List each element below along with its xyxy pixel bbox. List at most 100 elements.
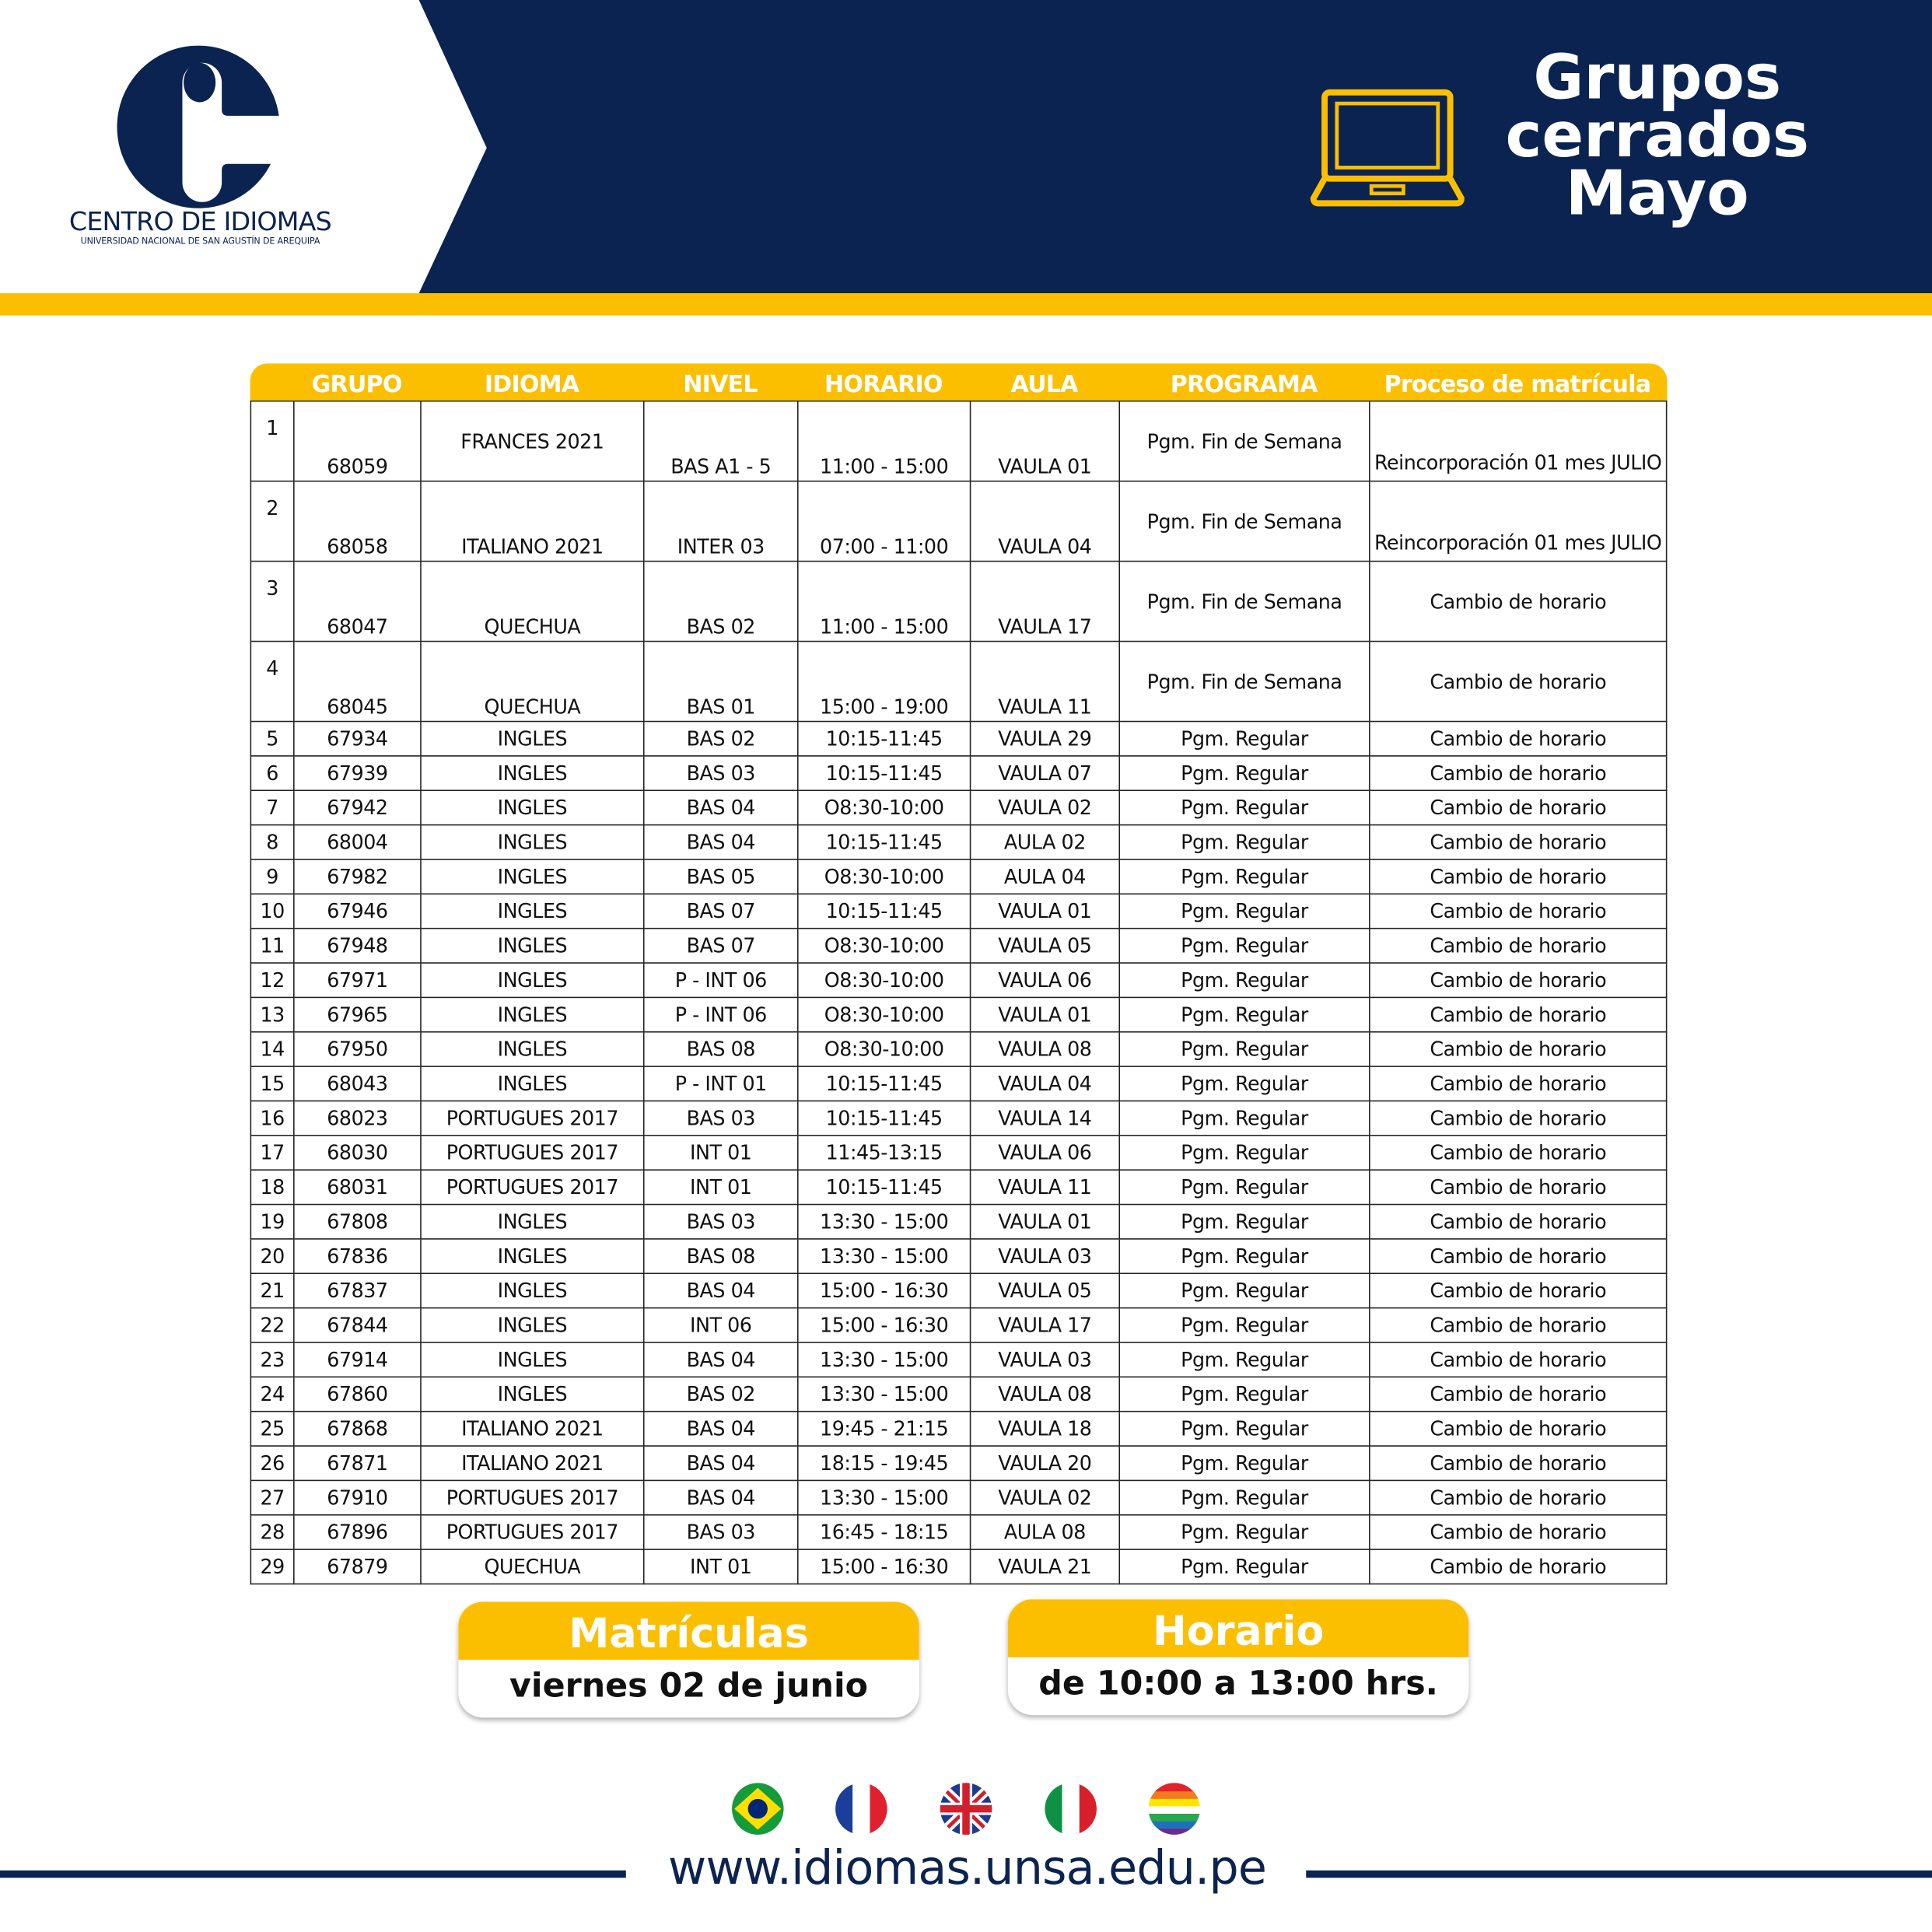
cell-nivel: BAS 07 <box>642 927 799 964</box>
cell-num: 18 <box>250 1169 295 1206</box>
cell-num: 8 <box>250 824 295 860</box>
logo-title: CENTRO DE IDIOMAS <box>68 207 332 237</box>
logo-c-icon <box>117 45 284 208</box>
cell-horario: O8:30-10:00 <box>796 927 971 964</box>
cell-nivel: BAS 04 <box>642 824 799 860</box>
cell-idioma: ITALIANO 2021 <box>420 1445 645 1482</box>
cell-horario: 10:15-11:45 <box>796 1169 971 1206</box>
cell-grupo: 67808 <box>293 1203 422 1240</box>
cell-num: 20 <box>250 1238 295 1275</box>
cell-grupo: 68059 <box>293 400 422 482</box>
cell-grupo: 67939 <box>293 755 422 792</box>
cell-aula: VAULA 05 <box>969 1272 1121 1309</box>
cell-num: 13 <box>250 996 295 1033</box>
cell-idioma: QUECHUA <box>420 1549 645 1585</box>
cell-nivel: BAS 01 <box>642 640 799 723</box>
cell-grupo: 68030 <box>293 1135 422 1171</box>
cell-aula: AULA 04 <box>969 859 1121 895</box>
cell-idioma: INGLES <box>420 824 645 860</box>
cell-programa: Pgm. Regular <box>1118 1031 1370 1067</box>
cell-proceso: Cambio de horario <box>1369 720 1668 757</box>
cell-programa: Pgm. Fin de Semana <box>1118 640 1370 723</box>
italy-flag-icon <box>1045 1783 1097 1835</box>
cell-nivel: BAS 08 <box>642 1238 799 1275</box>
cell-programa: Pgm. Regular <box>1118 859 1370 895</box>
table-row: 28 67896 PORTUGUES 2017 BAS 03 16:45 - 18:15… <box>250 1514 1668 1550</box>
cell-aula: VAULA 05 <box>969 927 1121 964</box>
cell-horario: 13:30 - 15:00 <box>796 1238 971 1275</box>
cell-horario: 13:30 - 15:00 <box>796 1479 971 1516</box>
cell-aula: VAULA 08 <box>969 1376 1121 1412</box>
cell-aula: VAULA 02 <box>969 1479 1121 1516</box>
cell-num: 19 <box>250 1203 295 1240</box>
cell-num: 12 <box>250 962 295 999</box>
cell-aula: VAULA 20 <box>969 1445 1121 1482</box>
cell-programa: Pgm. Regular <box>1118 927 1370 964</box>
cell-grupo: 68058 <box>293 480 422 562</box>
cell-programa: Pgm. Regular <box>1118 1169 1370 1206</box>
cell-idioma: FRANCES 2021 <box>420 400 645 482</box>
cell-aula: AULA 08 <box>969 1514 1121 1550</box>
cell-nivel: INT 01 <box>642 1549 799 1585</box>
cell-aula: VAULA 08 <box>969 1031 1121 1067</box>
cell-horario: 11:45-13:15 <box>796 1135 971 1171</box>
cell-idioma: PORTUGUES 2017 <box>420 1100 645 1136</box>
cell-proceso: Cambio de horario <box>1369 927 1668 964</box>
cell-num: 22 <box>250 1307 295 1343</box>
cell-horario: O8:30-10:00 <box>796 996 971 1033</box>
cell-programa: Pgm. Regular <box>1118 1307 1370 1343</box>
cell-aula: VAULA 01 <box>969 893 1121 929</box>
cell-grupo: 68047 <box>293 560 422 642</box>
cell-proceso: Cambio de horario <box>1369 1169 1668 1206</box>
cell-idioma: INGLES <box>420 789 645 826</box>
cell-idioma: PORTUGUES 2017 <box>420 1514 645 1550</box>
cell-horario: 13:30 - 15:00 <box>796 1203 971 1240</box>
cell-proceso: Cambio de horario <box>1369 560 1668 642</box>
cell-horario: 10:15-11:45 <box>796 1100 971 1136</box>
cell-programa: Pgm. Regular <box>1118 720 1370 757</box>
cell-idioma: INGLES <box>420 720 645 757</box>
title-line: Mayo <box>1565 157 1749 229</box>
cell-idioma: PORTUGUES 2017 <box>420 1135 645 1171</box>
table-row: 14 67950 INGLES BAS 08 O8:30-10:00 VAULA 08 Pg… <box>250 1031 1668 1067</box>
cell-proceso: Cambio de horario <box>1369 962 1668 999</box>
cell-horario: 10:15-11:45 <box>796 720 971 757</box>
cell-grupo: 67836 <box>293 1238 422 1275</box>
cell-nivel: BAS 02 <box>642 1376 799 1412</box>
cell-horario: 10:15-11:45 <box>796 755 971 792</box>
cell-proceso: Cambio de horario <box>1369 755 1668 792</box>
cell-proceso: Cambio de horario <box>1369 1410 1668 1447</box>
table-row: 25 67868 ITALIANO 2021 BAS 04 19:45 - 21:15 V… <box>250 1410 1668 1447</box>
closed-groups-table: GRUPO IDIOMA NIVEL HORARIO AULA PROGRAMA Proce… <box>250 363 1668 1585</box>
cell-nivel: BAS 07 <box>642 893 799 929</box>
cell-aula: VAULA 18 <box>969 1410 1121 1447</box>
cell-programa: Pgm. Regular <box>1118 1135 1370 1171</box>
table-row: 4 68045 QUECHUA BAS 01 15:00 - 19:00 VAULA 11… <box>250 640 1668 723</box>
cell-horario: 13:30 - 15:00 <box>796 1376 971 1412</box>
column-header-horario: HORARIO <box>824 370 943 398</box>
cell-proceso: Cambio de horario <box>1369 640 1668 723</box>
cell-grupo: 68004 <box>293 824 422 860</box>
cell-aula: AULA 02 <box>969 824 1121 860</box>
cell-nivel: P - INT 06 <box>642 962 799 999</box>
cell-proceso: Cambio de horario <box>1369 1342 1668 1378</box>
cell-nivel: P - INT 06 <box>642 996 799 1033</box>
cell-num: 11 <box>250 927 295 964</box>
cell-horario: 13:30 - 15:00 <box>796 1342 971 1378</box>
cell-num: 15 <box>250 1066 295 1102</box>
rainbow-flag-icon <box>1148 1783 1201 1835</box>
cell-programa: Pgm. Fin de Semana <box>1118 400 1370 482</box>
table-row: 17 68030 PORTUGUES 2017 INT 01 11:45-13:15 VA… <box>250 1135 1668 1171</box>
horario-card: Horario de 10:00 a 13:00 hrs. <box>1007 1599 1469 1716</box>
cell-proceso: Cambio de horario <box>1369 1479 1668 1516</box>
cell-programa: Pgm. Regular <box>1118 893 1370 929</box>
cell-nivel: BAS A1 - 5 <box>642 400 799 482</box>
cell-aula: VAULA 06 <box>969 1135 1121 1171</box>
cell-horario: 07:00 - 11:00 <box>796 480 971 562</box>
cell-idioma: INGLES <box>420 1238 645 1275</box>
cell-num: 4 <box>250 640 295 723</box>
website-link[interactable]: www.idiomas.unsa.edu.pe <box>668 1840 1267 1895</box>
cell-num: 27 <box>250 1479 295 1516</box>
cell-num: 21 <box>250 1272 295 1309</box>
cell-grupo: 67860 <box>293 1376 422 1412</box>
